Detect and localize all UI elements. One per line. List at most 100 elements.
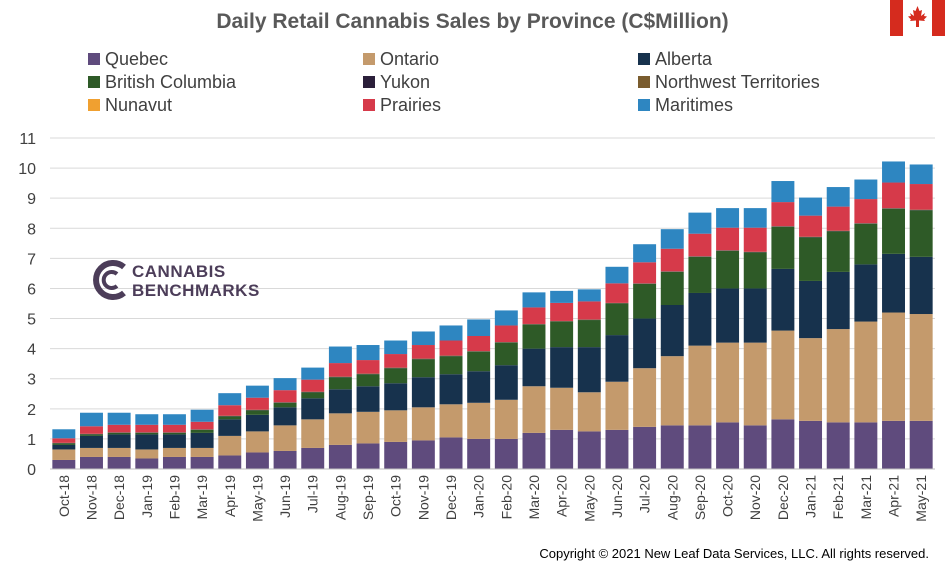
bar-segment (771, 419, 795, 469)
bar-segment (80, 456, 103, 469)
bar-segment (826, 187, 850, 207)
bar-segment (190, 432, 214, 448)
bar-segment (467, 351, 491, 372)
bar-segment (909, 184, 933, 210)
x-tick-label: Nov-18 (83, 475, 99, 520)
bar-segment (135, 432, 159, 435)
bar-segment (633, 318, 657, 369)
bar-segment (52, 444, 76, 450)
bar-segment (909, 256, 933, 315)
bar-segment (826, 422, 850, 469)
bar-segment (577, 301, 601, 320)
bar-segment (799, 420, 823, 469)
bar-segment (411, 407, 435, 441)
bar-segment (605, 303, 629, 336)
bar-segment (356, 360, 380, 374)
cannabis-benchmarks-logo (93, 260, 126, 300)
chart-title: Daily Retail Cannabis Sales by Province … (216, 10, 729, 33)
bar-segment (577, 347, 601, 393)
legend-item: Ontario (363, 48, 439, 70)
bar-segment (162, 434, 186, 448)
bar-segment (660, 305, 684, 357)
bar-segment (411, 440, 435, 469)
bar-segment (162, 447, 186, 457)
bar-segment (411, 345, 435, 359)
bar-segment (550, 347, 574, 388)
bar-segment (301, 398, 325, 420)
x-tick-label: May-20 (581, 475, 597, 522)
legend-item: Alberta (638, 48, 712, 70)
bar-segment (826, 206, 850, 231)
bar-segment (135, 449, 159, 459)
x-tick-label: Jan-19 (139, 475, 155, 518)
bar-segment (605, 335, 629, 382)
bar-segment (909, 314, 933, 421)
bar-segment (411, 377, 435, 408)
logo-line2: BENCHMARKS (132, 281, 260, 300)
bar-segment (743, 227, 767, 252)
bar-segment (771, 330, 795, 420)
bar-segment (273, 425, 297, 451)
bar-segment (826, 231, 850, 272)
bar-segment (162, 432, 186, 435)
bar-segment (494, 399, 518, 439)
bar-segment (660, 229, 684, 249)
bar-segment (356, 411, 380, 444)
legend-label: Maritimes (655, 94, 734, 115)
y-tick-label: 2 (27, 402, 36, 419)
legend-swatch (363, 53, 375, 65)
bar-segment (190, 456, 214, 469)
bar-segment (826, 329, 850, 423)
bar-segment (660, 356, 684, 426)
bar-segment (882, 161, 905, 183)
bar-segment (882, 253, 905, 313)
legend-item: Nunavut (88, 94, 172, 116)
legend-swatch (638, 53, 650, 65)
legend-swatch (363, 76, 375, 88)
bar-segment (522, 307, 546, 324)
bar-segment (688, 256, 712, 293)
bar-segment (909, 420, 933, 469)
canada-flag-icon (890, 0, 945, 36)
x-tick-label: Apr-20 (554, 475, 570, 517)
bar-segment (743, 288, 767, 343)
bar-segment (660, 425, 684, 469)
bar-segment (716, 342, 740, 423)
bar-segment (135, 434, 159, 450)
legend-label: Ontario (380, 48, 440, 69)
bar-segment (882, 312, 905, 421)
bar-segment (218, 419, 242, 436)
bar-segment (107, 424, 131, 433)
bar-segment (356, 386, 380, 412)
x-tick-label: Mar-19 (194, 475, 210, 520)
copyright-text: Copyright © 2021 New Leaf Data Services,… (539, 546, 929, 561)
bar-segment (716, 250, 740, 289)
bar-segment (909, 164, 933, 185)
bar-segment (743, 252, 767, 289)
x-tick-label: Dec-18 (111, 475, 127, 520)
bar-segment (245, 385, 269, 398)
bar-segment (190, 429, 214, 433)
bar-segment (273, 390, 297, 403)
bar-segment (107, 412, 131, 425)
bar-segment (467, 438, 491, 469)
bar-segment (522, 324, 546, 349)
bar-segment (411, 331, 435, 346)
x-tick-label: Mar-21 (858, 475, 874, 520)
bar-segment (467, 319, 491, 336)
bar-segment (52, 429, 76, 439)
bar-segment (909, 210, 933, 257)
legend-swatch (363, 99, 375, 111)
bar-segment (328, 389, 352, 414)
bar-segment (688, 425, 712, 469)
y-tick-label: 4 (27, 342, 36, 359)
bar-segment (218, 405, 242, 416)
x-tick-label: Oct-19 (388, 475, 404, 517)
bar-segment (550, 321, 574, 348)
bar-segment (328, 444, 352, 469)
bar-segment (384, 354, 408, 368)
bar-segment (328, 346, 352, 364)
y-tick-label: 11 (19, 131, 36, 148)
bar-segment (52, 449, 76, 460)
